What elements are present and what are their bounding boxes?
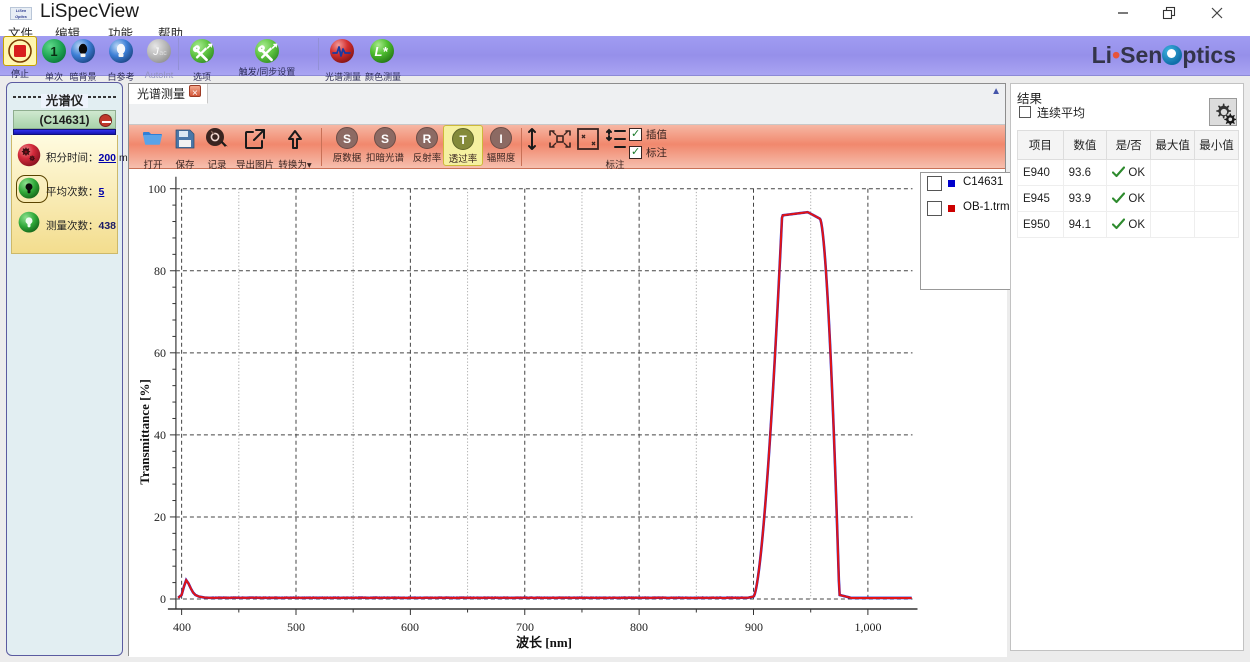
svg-text:80: 80 bbox=[154, 264, 166, 278]
svg-text:L*: L* bbox=[375, 44, 389, 59]
svg-text:400: 400 bbox=[173, 620, 191, 634]
svg-text:700: 700 bbox=[516, 620, 534, 634]
svg-text:0: 0 bbox=[160, 592, 166, 606]
svg-text:J: J bbox=[152, 46, 159, 58]
svg-text:60: 60 bbox=[154, 346, 166, 360]
svg-text:波长 [nm]: 波长 [nm] bbox=[516, 635, 572, 650]
svg-text:40: 40 bbox=[154, 428, 166, 442]
svg-text:600: 600 bbox=[401, 620, 419, 634]
svg-text:500: 500 bbox=[287, 620, 305, 634]
svg-text:1,000: 1,000 bbox=[855, 620, 882, 634]
svg-text:100: 100 bbox=[148, 182, 166, 196]
svg-text:800: 800 bbox=[630, 620, 648, 634]
svg-text:1: 1 bbox=[50, 44, 57, 59]
svg-text:Transmittance [%]: Transmittance [%] bbox=[137, 379, 152, 485]
svg-text:ac: ac bbox=[159, 50, 167, 57]
svg-text:900: 900 bbox=[745, 620, 763, 634]
svg-text:20: 20 bbox=[154, 510, 166, 524]
